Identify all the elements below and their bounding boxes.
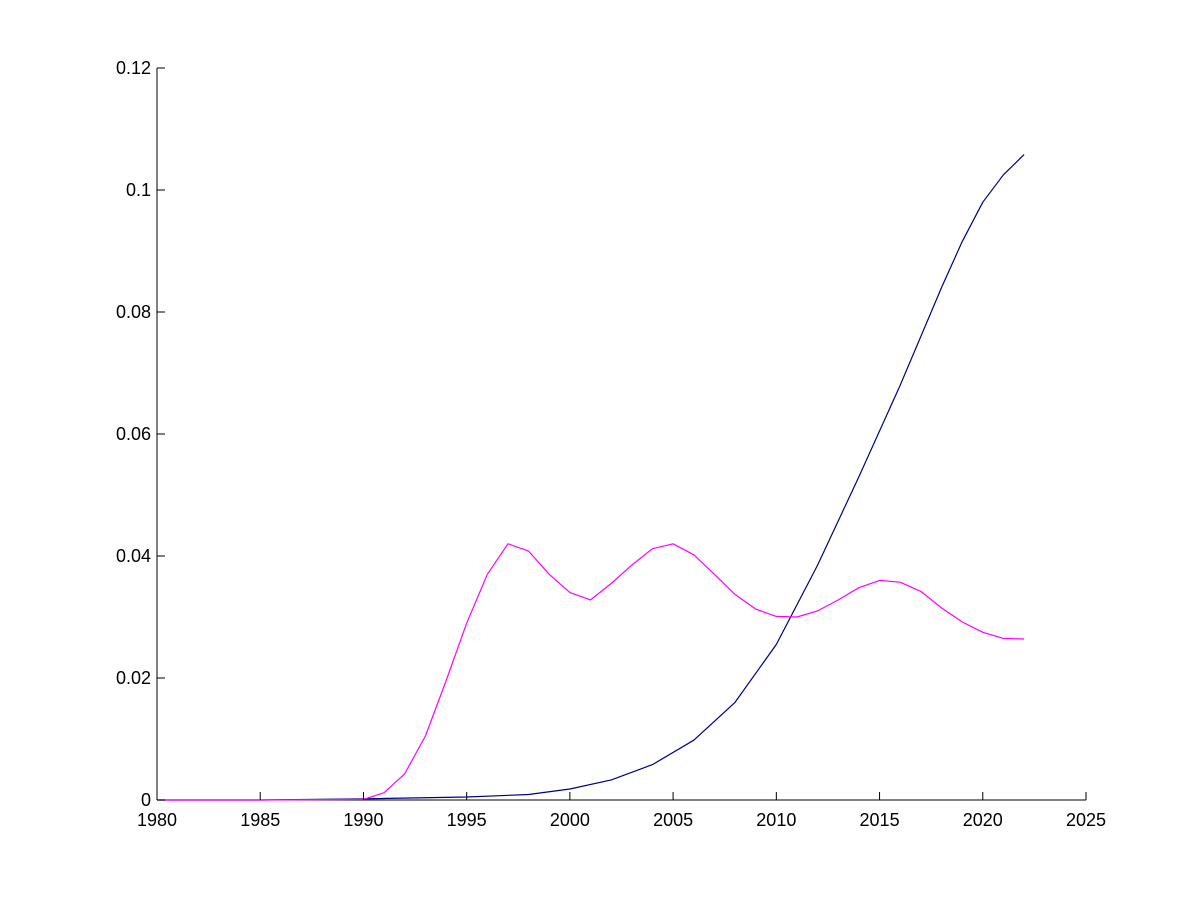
y-tick-label: 0.12	[116, 58, 151, 78]
x-tick-label: 2020	[963, 810, 1003, 830]
y-tick-label: 0.02	[116, 668, 151, 688]
x-tick-label: 2000	[550, 810, 590, 830]
x-tick-label: 2010	[756, 810, 796, 830]
y-tick-label: 0	[141, 790, 151, 810]
x-tick-label: 1995	[447, 810, 487, 830]
series-layer	[157, 154, 1025, 801]
x-tick-label: 1980	[137, 810, 177, 830]
y-tick-label: 0.1	[126, 180, 151, 200]
y-tick-label: 0.06	[116, 424, 151, 444]
y-tick-label: 0.04	[116, 546, 151, 566]
series-line-2	[157, 543, 1025, 801]
y-tick-label: 0.08	[116, 302, 151, 322]
x-tick-label: 2005	[653, 810, 693, 830]
x-tick-label: 1990	[343, 810, 383, 830]
x-tick-label: 2025	[1066, 810, 1106, 830]
series-line-1	[157, 154, 1025, 801]
x-tick-label: 2015	[860, 810, 900, 830]
axes	[156, 68, 1086, 801]
x-tick-label: 1985	[240, 810, 280, 830]
ticks-layer: 1980 1985 1990 1995 2000 2005 2010 2015 2020 2025…	[116, 58, 1106, 830]
